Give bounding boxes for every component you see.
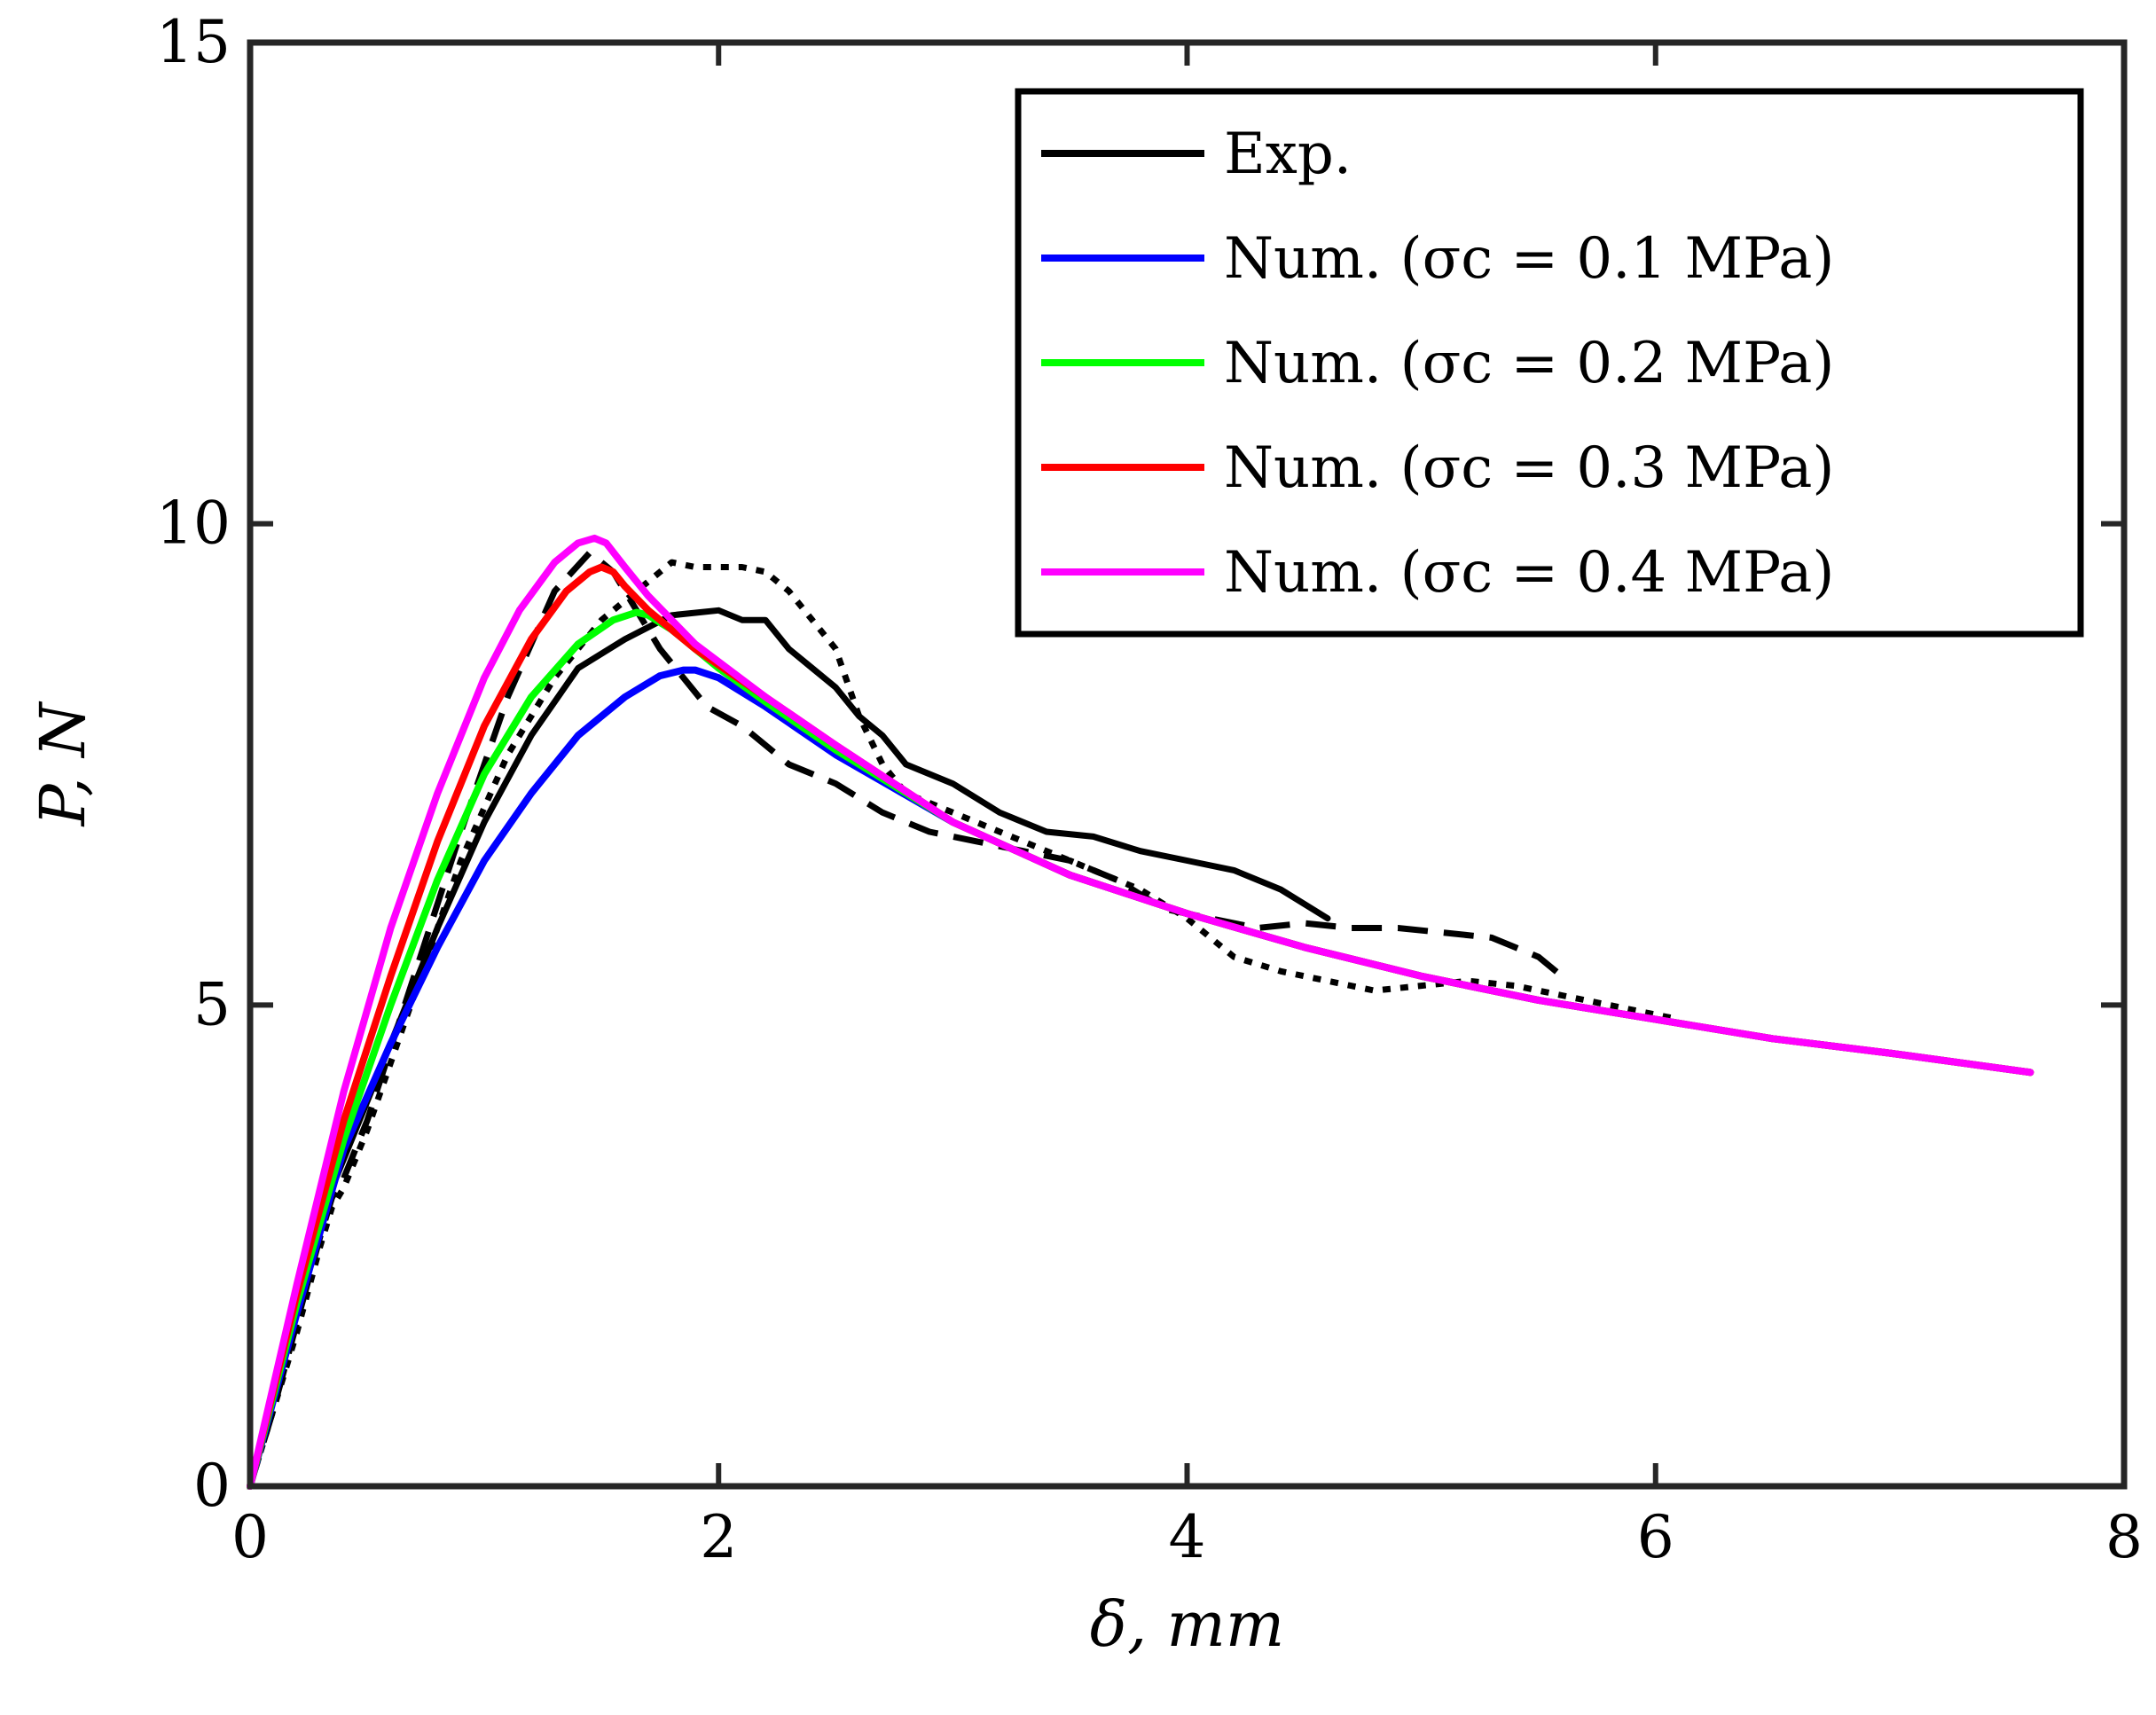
tick-layer: 0 2 4 6 8 0 5 10 15	[156, 8, 2143, 1571]
legend-label: Num. (σc = 0.4 MPa)	[1224, 540, 1834, 606]
series-line-1	[247, 549, 1564, 1488]
series-layer	[247, 534, 2034, 1490]
legend-label: Exp.	[1224, 121, 1352, 187]
x-tick-label: 0	[231, 1503, 269, 1571]
legend-label: Num. (σc = 0.2 MPa)	[1224, 331, 1834, 396]
legend-label: Num. (σc = 0.3 MPa)	[1224, 435, 1834, 501]
series-line-6	[247, 534, 2034, 1490]
y-axis-label: P, N	[27, 701, 99, 827]
x-axis-label: δ, mm	[1090, 1588, 1284, 1661]
legend-label: Num. (σc = 0.1 MPa)	[1224, 226, 1834, 292]
x-tick-label: 8	[2105, 1503, 2143, 1571]
y-tick-label: 15	[156, 8, 231, 76]
legend: Exp. Num. (σc = 0.1 MPa) Num. (σc = 0.2 MP…	[1015, 88, 2084, 638]
x-tick-label: 6	[1637, 1503, 1674, 1571]
series-line-0	[247, 607, 1331, 1490]
series-line-2	[247, 559, 1680, 1488]
x-tick-label: 4	[1169, 1503, 1206, 1571]
y-tick-label: 10	[156, 489, 231, 558]
y-tick-label: 5	[193, 970, 231, 1038]
y-tick-label: 0	[193, 1452, 231, 1520]
x-tick-label: 2	[700, 1503, 737, 1571]
